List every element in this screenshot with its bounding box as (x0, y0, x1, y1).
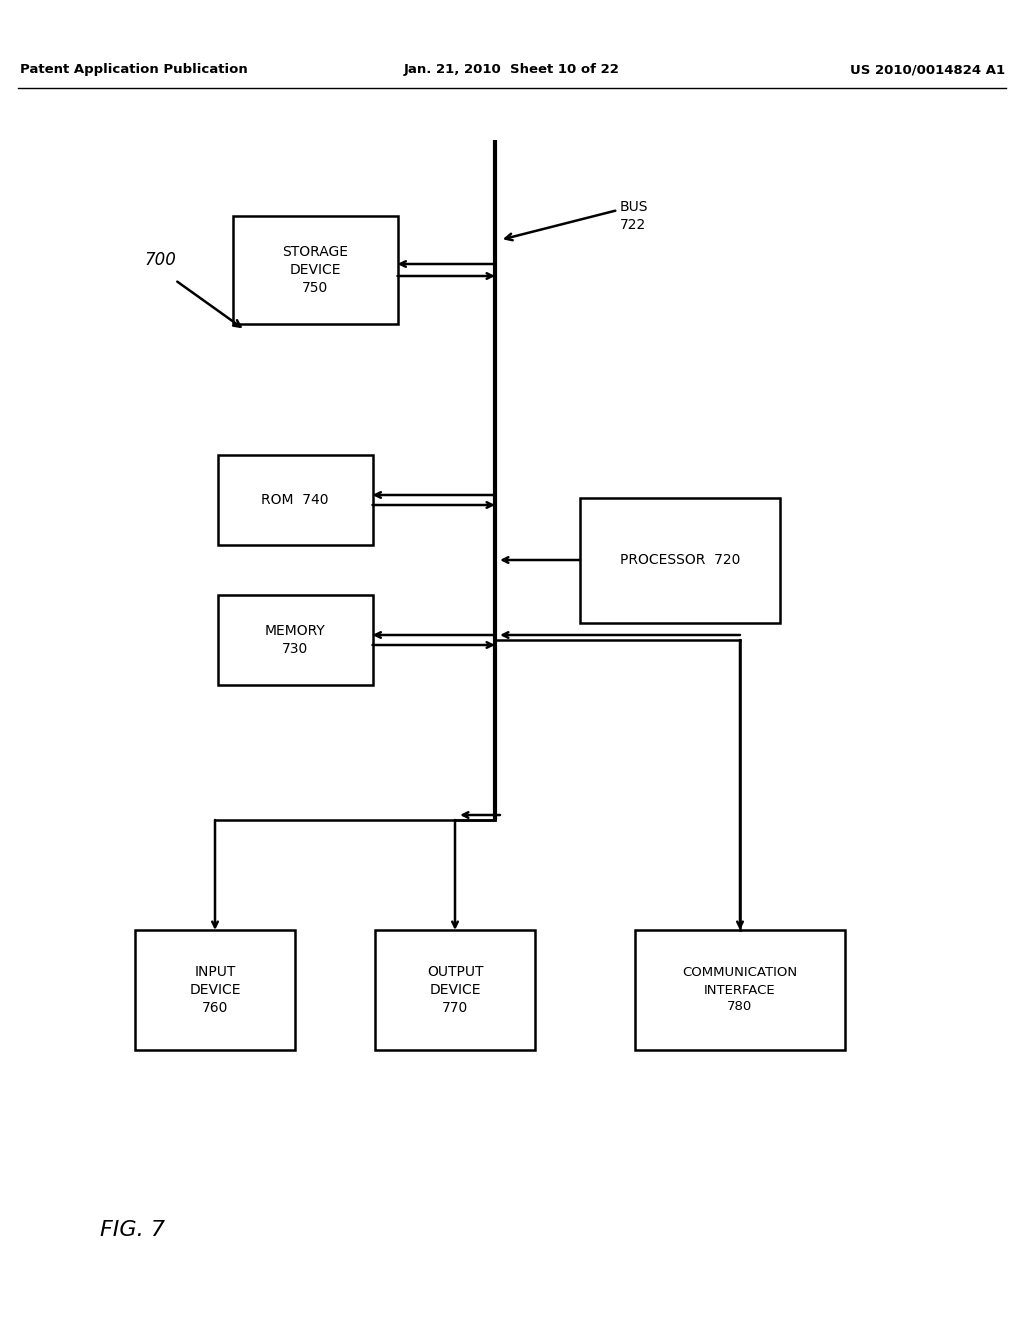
Text: Jan. 21, 2010  Sheet 10 of 22: Jan. 21, 2010 Sheet 10 of 22 (404, 63, 620, 77)
Bar (232, 216, 397, 323)
Text: MEMORY
730: MEMORY 730 (264, 624, 326, 656)
Text: COMMUNICATION
INTERFACE
780: COMMUNICATION INTERFACE 780 (682, 966, 798, 1014)
Text: FIG. 7: FIG. 7 (100, 1220, 165, 1239)
Text: BUS
722: BUS 722 (620, 201, 648, 232)
Text: STORAGE
DEVICE
750: STORAGE DEVICE 750 (282, 244, 348, 296)
Text: 700: 700 (144, 251, 176, 269)
Bar (217, 455, 373, 545)
Text: Patent Application Publication: Patent Application Publication (20, 63, 248, 77)
Bar (580, 498, 780, 623)
Bar (375, 931, 535, 1049)
Bar (135, 931, 295, 1049)
Bar (635, 931, 845, 1049)
Text: OUTPUT
DEVICE
770: OUTPUT DEVICE 770 (427, 965, 483, 1015)
Text: PROCESSOR  720: PROCESSOR 720 (620, 553, 740, 568)
Text: US 2010/0014824 A1: US 2010/0014824 A1 (850, 63, 1005, 77)
Text: ROM  740: ROM 740 (261, 492, 329, 507)
Bar (217, 595, 373, 685)
Text: INPUT
DEVICE
760: INPUT DEVICE 760 (189, 965, 241, 1015)
